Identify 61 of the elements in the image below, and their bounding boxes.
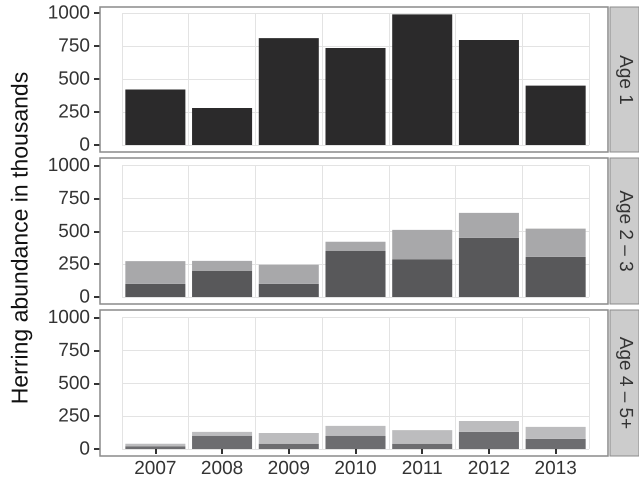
y-tick-label: 1000 [48,155,90,176]
bar [526,426,586,439]
bar [526,228,586,257]
x-tick-label: 2012 [468,458,510,479]
bar [125,284,186,297]
x-tick-label: 2013 [534,458,577,479]
x-tick-label: 2008 [200,458,244,479]
bar [392,14,452,145]
x-tick-label: 2010 [334,458,377,479]
y-tick-label: 250 [58,254,90,275]
y-tick-label: 500 [58,372,90,394]
y-tick-label: 1000 [48,307,90,328]
bar [192,436,252,449]
bar [125,446,186,449]
bar [258,284,319,297]
bar [258,444,319,449]
bar [458,40,519,145]
bar [258,38,319,145]
bar [526,86,586,145]
bar [392,430,452,444]
y-tick-label: 750 [58,340,90,361]
bar [192,270,252,297]
bar [325,436,386,449]
x-tick-label: 2011 [402,458,443,479]
bar [125,90,186,145]
bar [526,438,586,449]
y-tick-label: 750 [58,188,90,209]
bar [392,230,452,260]
text: Age 1 [614,54,636,104]
bar [258,432,319,444]
bar [392,260,452,297]
y-tick-label: 0 [79,438,90,460]
bar [258,264,319,284]
bar [458,238,519,297]
y-tick-label: 500 [58,68,90,90]
bar [526,256,586,297]
y-tick-label: 750 [58,36,90,56]
bar [458,432,519,449]
x-tick-label: 2007 [134,458,176,479]
bar [458,420,519,432]
bar [458,212,519,238]
y-tick-label: 1000 [48,2,90,24]
y-tick-label: 0 [79,286,90,308]
text: Age 2 – 3 [614,190,636,272]
bar [192,108,252,145]
y-axis-title: Herring abundance in thousands [6,72,34,404]
bar [325,242,386,251]
text: Age 4 – 5+ [614,336,636,430]
bar [392,444,452,449]
bar [325,250,386,297]
x-tick-label: 2009 [268,458,310,479]
bar [125,444,186,446]
bar [192,260,252,271]
y-tick-label: 250 [58,406,90,427]
y-tick-label: 500 [58,220,90,242]
bar [325,426,386,436]
y-tick-label: 0 [79,134,90,156]
bar [125,261,186,284]
y-tick-label: 250 [58,102,90,122]
bar [325,48,386,145]
bar [192,432,252,436]
